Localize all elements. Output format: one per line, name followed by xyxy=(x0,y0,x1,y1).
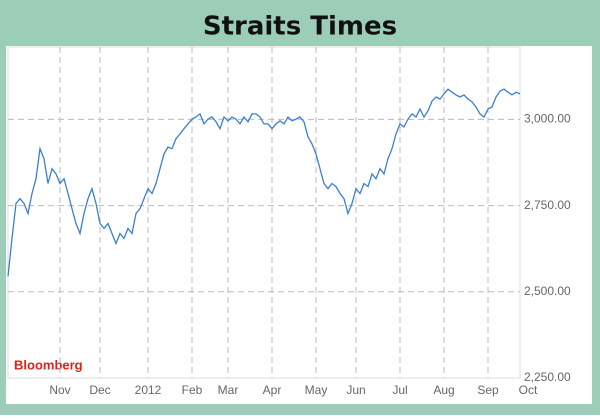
x-tick-label: Jul xyxy=(392,383,407,397)
x-tick-label: Oct xyxy=(519,383,538,397)
chart-title: Straits Times xyxy=(203,12,397,42)
x-tick-label: 2012 xyxy=(135,383,162,397)
y-tick-label: 2,500.00 xyxy=(524,284,571,298)
panel xyxy=(6,46,592,404)
x-tick-label: Apr xyxy=(263,383,282,397)
y-tick-label: 2,250.00 xyxy=(524,370,571,384)
x-tick-label: Sep xyxy=(477,383,499,397)
x-tick-label: May xyxy=(305,383,328,397)
series-line xyxy=(7,88,521,277)
source-label: Bloomberg xyxy=(14,357,83,372)
x-tick-label: Nov xyxy=(49,383,70,397)
y-tick-label: 3,000.00 xyxy=(524,112,571,126)
x-tick-label: Jun xyxy=(346,383,365,397)
plot-area xyxy=(7,46,521,379)
y-tick-label: 2,750.00 xyxy=(524,198,571,212)
x-tick-label: Feb xyxy=(182,383,203,397)
x-tick-label: Dec xyxy=(89,383,110,397)
x-tick-label: Aug xyxy=(433,383,454,397)
x-tick-label: Mar xyxy=(218,383,239,397)
